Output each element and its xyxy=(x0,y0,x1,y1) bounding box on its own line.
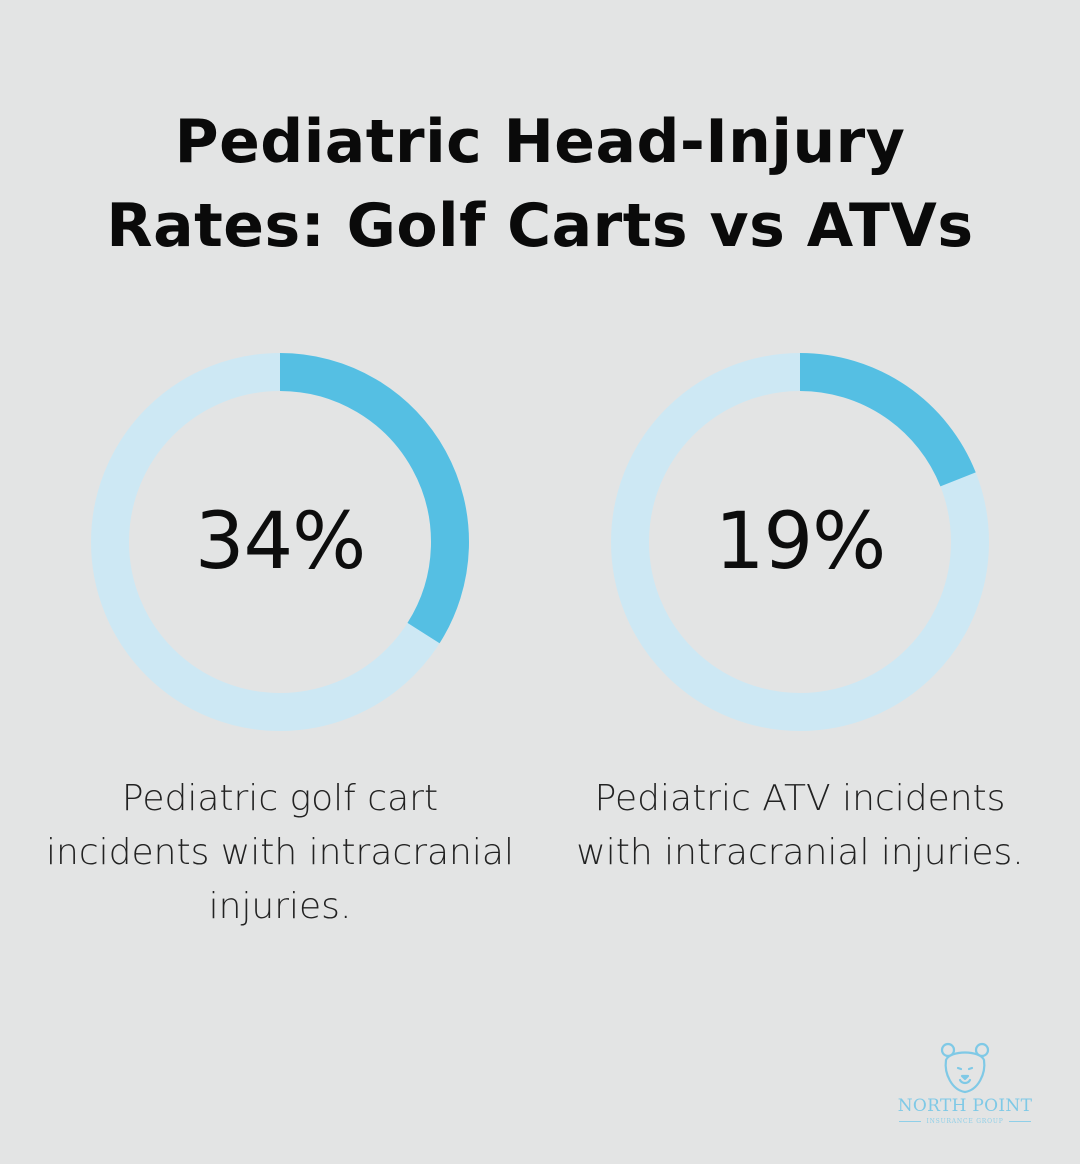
donut-arc-golf-cart xyxy=(279,353,469,644)
title-line-1: Pediatric Head-Injury xyxy=(174,107,906,177)
donut-value-atv: 19% xyxy=(714,497,886,587)
donut-chart-golf-cart: 34% xyxy=(90,352,470,732)
donut-arc-atv xyxy=(799,353,976,487)
donut-svg-atv xyxy=(611,353,989,731)
donut-chart-atv: 19% xyxy=(610,352,990,732)
page-title: Pediatric Head-Injury Rates: Golf Carts … xyxy=(40,100,1040,268)
caption-atv: Pediatric ATV incidents with intracrania… xyxy=(576,778,1024,873)
logo-name: NORTH POINT xyxy=(897,1096,1033,1116)
donut-svg-golf-cart xyxy=(91,353,469,731)
logo-subtitle: INSURANCE GROUP xyxy=(880,1118,1050,1125)
company-logo: NORTH POINT INSURANCE GROUP xyxy=(880,1038,1050,1130)
bear-icon xyxy=(940,1042,990,1094)
donut-value-golf-cart: 34% xyxy=(194,497,366,587)
caption-golf-cart: Pediatric golf cart incidents with intra… xyxy=(46,778,514,927)
title-line-2: Rates: Golf Carts vs ATVs xyxy=(106,191,974,261)
